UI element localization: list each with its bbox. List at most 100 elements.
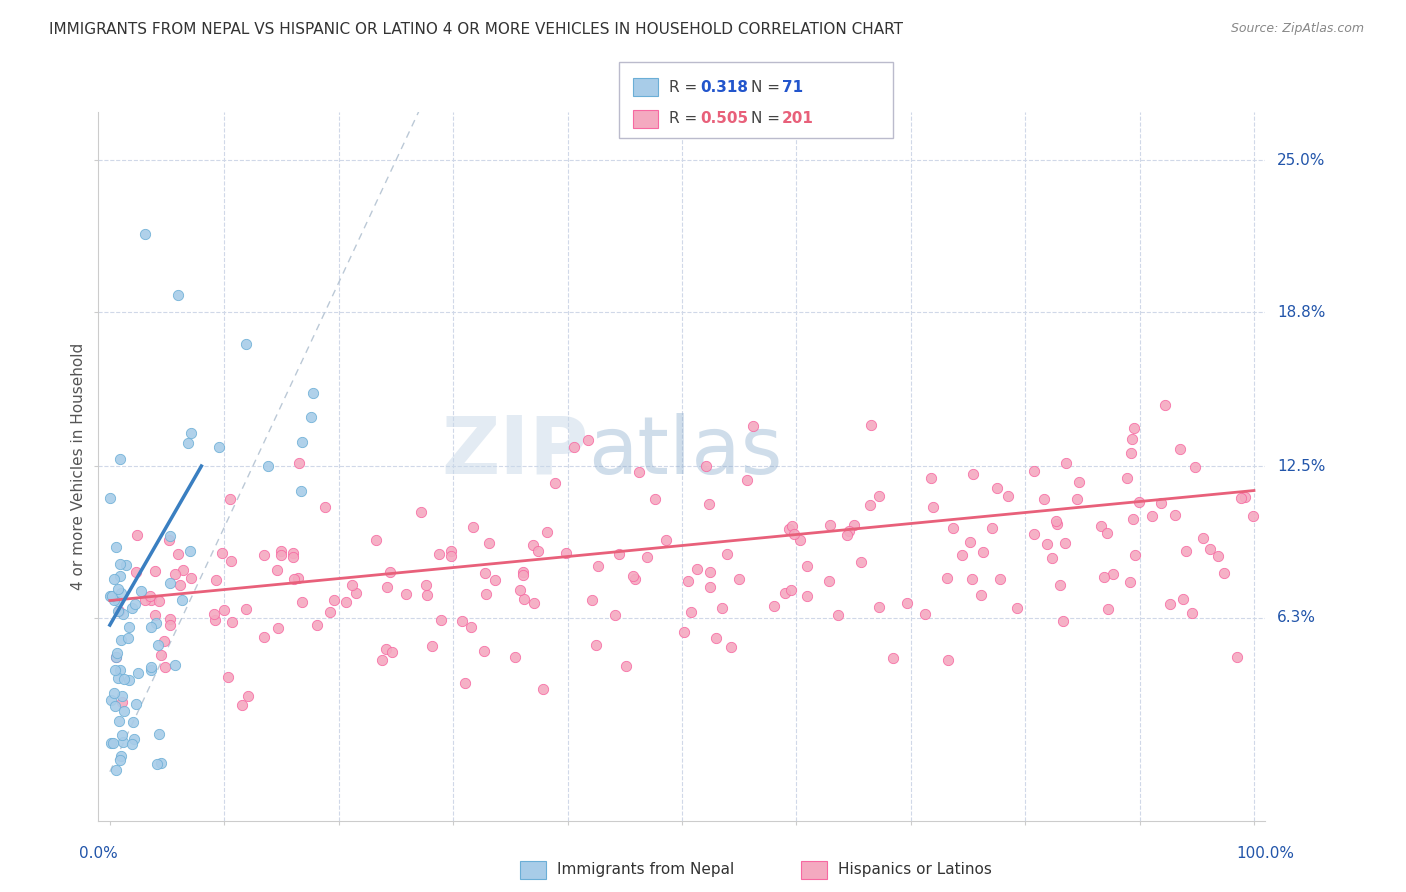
Point xyxy=(1033,491,1056,506)
Point xyxy=(827,608,849,623)
Point xyxy=(972,545,994,559)
Text: 0.0%: 0.0% xyxy=(79,846,118,861)
Point xyxy=(290,483,312,498)
Point xyxy=(1198,541,1220,556)
Point xyxy=(962,467,984,482)
Point xyxy=(775,586,797,600)
Point xyxy=(344,585,367,599)
Point xyxy=(842,518,865,533)
Point xyxy=(1123,421,1146,435)
Text: 25.0%: 25.0% xyxy=(1277,153,1326,168)
Point xyxy=(838,524,860,538)
Point xyxy=(231,698,253,712)
Point xyxy=(139,593,162,607)
Point xyxy=(319,605,342,619)
Point xyxy=(100,590,122,604)
Point xyxy=(1226,650,1249,665)
Point xyxy=(1181,607,1204,621)
Point xyxy=(146,757,169,772)
Point xyxy=(644,492,666,507)
Text: 18.8%: 18.8% xyxy=(1277,304,1326,319)
Point xyxy=(122,732,145,747)
Point xyxy=(796,590,818,604)
Point xyxy=(267,621,290,635)
Point xyxy=(375,580,398,594)
Point xyxy=(165,657,187,672)
Point xyxy=(741,419,763,434)
Point xyxy=(314,500,336,515)
Point xyxy=(627,465,650,479)
Point xyxy=(478,536,501,550)
Point xyxy=(509,582,531,597)
Point xyxy=(159,576,181,591)
Point xyxy=(104,540,127,554)
Point xyxy=(710,601,733,615)
Point xyxy=(118,673,141,688)
Point xyxy=(699,580,721,594)
Point xyxy=(111,607,134,621)
Point xyxy=(299,410,322,425)
Text: 0.318: 0.318 xyxy=(700,80,748,95)
Point xyxy=(281,550,304,565)
Point xyxy=(1184,459,1206,474)
Point xyxy=(107,605,129,619)
Point xyxy=(969,588,991,602)
Point xyxy=(581,593,603,607)
Point xyxy=(104,698,127,713)
Point xyxy=(1121,433,1143,447)
Point xyxy=(440,549,463,564)
Point xyxy=(172,592,194,607)
Point xyxy=(512,567,534,582)
Point xyxy=(166,288,188,302)
Point xyxy=(143,565,166,579)
Point xyxy=(763,599,786,614)
Point xyxy=(218,492,240,507)
Point xyxy=(460,620,482,634)
Point xyxy=(159,529,181,543)
Point xyxy=(720,640,742,654)
Point xyxy=(409,505,432,519)
Point xyxy=(920,471,942,485)
Point xyxy=(150,756,173,770)
Point xyxy=(98,589,121,603)
Point xyxy=(655,533,678,548)
Point xyxy=(430,613,453,627)
Point xyxy=(959,534,981,549)
Point xyxy=(180,571,202,585)
Point xyxy=(111,728,134,742)
Point xyxy=(818,518,841,533)
Point xyxy=(236,689,259,703)
Point xyxy=(287,456,309,470)
Point xyxy=(145,616,167,631)
Point xyxy=(105,646,128,660)
Text: Hispanics or Latinos: Hispanics or Latinos xyxy=(838,863,991,877)
Point xyxy=(256,459,278,474)
Point xyxy=(585,638,607,652)
Point xyxy=(415,578,437,592)
Point xyxy=(472,644,495,658)
Point xyxy=(221,615,243,629)
Point xyxy=(783,527,806,541)
Point xyxy=(301,385,323,400)
Text: IMMIGRANTS FROM NEPAL VS HISPANIC OR LATINO 4 OR MORE VEHICLES IN HOUSEHOLD CORR: IMMIGRANTS FROM NEPAL VS HISPANIC OR LAT… xyxy=(49,22,903,37)
Point xyxy=(159,617,181,632)
Point xyxy=(1040,551,1063,566)
Point xyxy=(1206,549,1229,563)
Point xyxy=(153,659,176,673)
Point xyxy=(114,558,136,572)
Point xyxy=(235,336,257,351)
Y-axis label: 4 or more Vehicles in Household: 4 or more Vehicles in Household xyxy=(70,343,86,590)
Point xyxy=(1119,446,1142,460)
Point xyxy=(1035,537,1057,551)
Point xyxy=(1067,475,1090,489)
Point xyxy=(129,584,152,599)
Point xyxy=(1122,512,1144,526)
Point xyxy=(1097,602,1119,616)
Point xyxy=(103,686,125,700)
Point xyxy=(576,434,599,448)
Point xyxy=(475,587,498,601)
Point xyxy=(621,569,644,583)
Point xyxy=(107,671,129,685)
Point xyxy=(235,602,257,616)
Point xyxy=(981,521,1004,535)
